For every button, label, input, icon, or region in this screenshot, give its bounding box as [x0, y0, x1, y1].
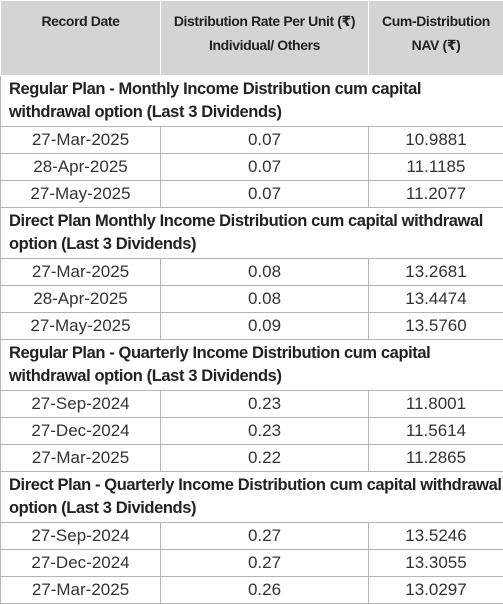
header-cell: Distribution Rate Per Unit (₹)Individual… [161, 1, 369, 76]
cum-distribution-nav: 11.2077 [369, 181, 503, 208]
distribution-rate: 0.23 [161, 418, 369, 445]
header-cell: Record Date [1, 1, 161, 76]
section-row: Direct Plan Monthly Income Distribution … [1, 208, 503, 259]
distribution-rate: 0.08 [161, 259, 369, 286]
cum-distribution-nav: 13.4474 [369, 286, 503, 313]
section-row: Regular Plan - Quarterly Income Distribu… [1, 340, 503, 391]
header-text: Distribution Rate Per Unit (₹) [161, 9, 368, 33]
section-title: Regular Plan - Monthly Income Distributi… [1, 76, 503, 127]
cum-distribution-nav: 10.9881 [369, 127, 503, 154]
cum-distribution-nav: 11.1185 [369, 154, 503, 181]
distribution-rate: 0.27 [161, 550, 369, 577]
distribution-rate: 0.26 [161, 577, 369, 604]
distribution-rate: 0.07 [161, 181, 369, 208]
section-title: Direct Plan Monthly Income Distribution … [1, 208, 503, 259]
record-date: 28-Apr-2025 [1, 154, 161, 181]
distribution-rate: 0.07 [161, 154, 369, 181]
distribution-rate: 0.07 [161, 127, 369, 154]
table-body: Regular Plan - Monthly Income Distributi… [1, 76, 503, 604]
record-date: 27-Mar-2025 [1, 577, 161, 604]
header-text: Cum-Distribution NAV (₹) [382, 13, 490, 53]
record-date: 27-Mar-2025 [1, 127, 161, 154]
header-row: Record Date Distribution Rate Per Unit (… [1, 1, 503, 76]
record-date: 27-Mar-2025 [1, 259, 161, 286]
record-date: 27-Dec-2024 [1, 550, 161, 577]
cum-distribution-nav: 13.5246 [369, 523, 503, 550]
header-text: Record Date [41, 13, 119, 29]
cum-distribution-nav: 13.0297 [369, 577, 503, 604]
distribution-rate: 0.27 [161, 523, 369, 550]
record-date: 27-Sep-2024 [1, 391, 161, 418]
cum-distribution-nav: 11.8001 [369, 391, 503, 418]
section-row: Regular Plan - Monthly Income Distributi… [1, 76, 503, 127]
section-title: Regular Plan - Quarterly Income Distribu… [1, 340, 503, 391]
header-text: Individual/ Others [161, 33, 368, 57]
record-date: 28-Apr-2025 [1, 286, 161, 313]
record-date: 27-May-2025 [1, 313, 161, 340]
cum-distribution-nav: 13.5760 [369, 313, 503, 340]
header-cell: Cum-Distribution NAV (₹) [369, 1, 503, 76]
distribution-rate: 0.08 [161, 286, 369, 313]
record-date: 27-Sep-2024 [1, 523, 161, 550]
distribution-rate: 0.23 [161, 391, 369, 418]
section-row: Direct Plan - Quarterly Income Distribut… [1, 472, 503, 523]
record-date: 27-May-2025 [1, 181, 161, 208]
record-date: 27-Dec-2024 [1, 418, 161, 445]
cum-distribution-nav: 13.3055 [369, 550, 503, 577]
cum-distribution-nav: 13.2681 [369, 259, 503, 286]
cum-distribution-nav: 11.2865 [369, 445, 503, 472]
distribution-rate: 0.22 [161, 445, 369, 472]
distribution-rate: 0.09 [161, 313, 369, 340]
section-title: Direct Plan - Quarterly Income Distribut… [1, 472, 503, 523]
cum-distribution-nav: 11.5614 [369, 418, 503, 445]
record-date: 27-Mar-2025 [1, 445, 161, 472]
